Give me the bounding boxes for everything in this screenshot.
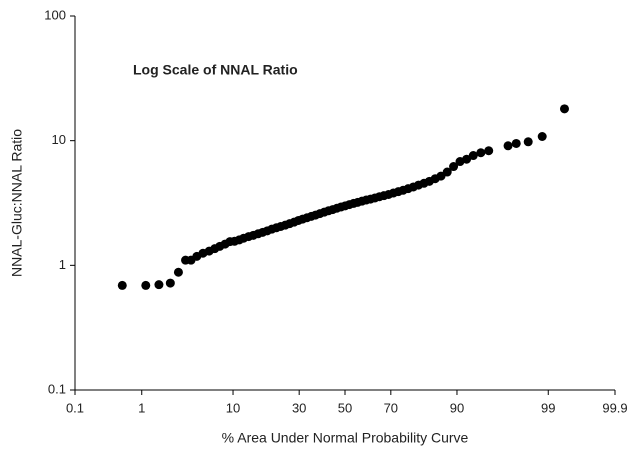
data-point: [468, 151, 478, 161]
data-point: [523, 137, 533, 147]
data-point: [442, 167, 452, 177]
x-tick-label: 50: [338, 400, 352, 415]
x-tick-label: 10: [226, 400, 240, 415]
data-point: [511, 138, 521, 148]
y-tick-label: 1: [59, 257, 66, 272]
data-point: [559, 104, 569, 114]
data-point: [484, 146, 494, 156]
x-axis-label: % Area Under Normal Probability Curve: [222, 430, 469, 446]
data-point: [165, 278, 175, 288]
data-point: [141, 280, 151, 290]
x-tick-label: 30: [292, 400, 306, 415]
y-axis-label: NNAL-Gluc:NNAL Ratio: [9, 129, 25, 277]
x-tick-label: 99.9: [602, 400, 627, 415]
x-tick-label: 70: [384, 400, 398, 415]
x-tick-label: 99: [541, 400, 555, 415]
chart-title: Log Scale of NNAL Ratio: [133, 62, 298, 78]
data-point: [449, 162, 459, 172]
data-point: [462, 154, 472, 164]
data-point: [173, 267, 183, 277]
y-tick-label: 10: [52, 132, 66, 147]
y-tick-label: 100: [44, 7, 66, 22]
x-tick-label: 1: [138, 400, 145, 415]
data-point: [476, 148, 486, 158]
y-tick-label: 0.1: [48, 381, 66, 396]
x-tick-label: 0.1: [66, 400, 84, 415]
data-point: [537, 131, 547, 141]
data-point: [117, 280, 127, 290]
x-tick-label: 90: [450, 400, 464, 415]
data-point: [503, 141, 513, 151]
data-point: [154, 280, 164, 290]
